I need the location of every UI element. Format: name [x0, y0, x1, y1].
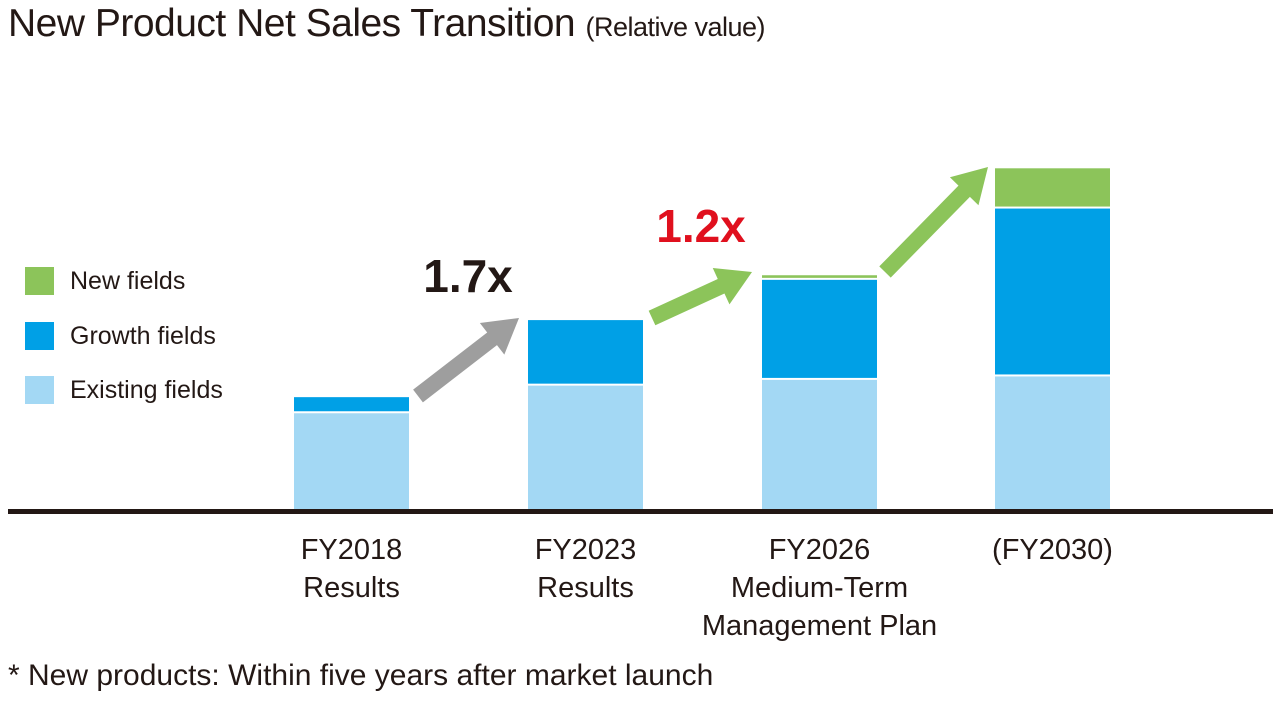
legend-item-new-fields: New fields	[25, 267, 185, 295]
legend-label: Existing fields	[70, 375, 223, 404]
chart-title-subtitle: (Relative value)	[585, 12, 766, 42]
bar-existing-1	[528, 385, 643, 511]
x-tick-label: FY2018	[301, 534, 403, 566]
x-tick-label: Medium-Term	[731, 572, 908, 604]
chart-title: New Product Net Sales Transition (Relati…	[8, 2, 766, 46]
growth-arrow-green	[648, 268, 752, 326]
bar-new-2	[762, 275, 877, 278]
bar-growth-3	[995, 208, 1110, 375]
legend-label: Growth fields	[70, 321, 216, 350]
x-tick-label: (FY2030)	[992, 534, 1113, 566]
x-tick-label: FY2026	[769, 534, 871, 566]
bar-growth-0	[294, 397, 409, 412]
footnote: * New products: Within five years after …	[8, 659, 714, 692]
x-axis-line	[8, 509, 1273, 514]
legend-label: New fields	[70, 266, 186, 295]
legend-swatch-growth	[25, 322, 54, 350]
legend-swatch-new	[25, 267, 54, 295]
bar-existing-3	[995, 376, 1110, 511]
legend-swatch-existing	[25, 376, 54, 404]
x-tick-label: Results	[303, 572, 400, 604]
bar-existing-0	[294, 413, 409, 511]
growth-multiplier-label: 1.7x	[423, 250, 513, 302]
growth-arrow-gray	[413, 318, 519, 403]
chart-title-main: New Product Net Sales Transition	[8, 2, 576, 45]
bar-growth-2	[762, 279, 877, 378]
growth-arrow-green	[879, 167, 988, 278]
growth-multiplier-label: 1.2x	[656, 200, 746, 252]
bar-new-3	[995, 168, 1110, 207]
bar-growth-1	[528, 320, 643, 384]
legend-item-growth-fields: Growth fields	[25, 322, 216, 350]
x-tick-label: Management Plan	[702, 610, 937, 642]
bar-existing-2	[762, 379, 877, 511]
x-tick-label: Results	[537, 572, 634, 604]
x-tick-label: FY2023	[535, 534, 637, 566]
legend-item-existing-fields: Existing fields	[25, 376, 223, 404]
